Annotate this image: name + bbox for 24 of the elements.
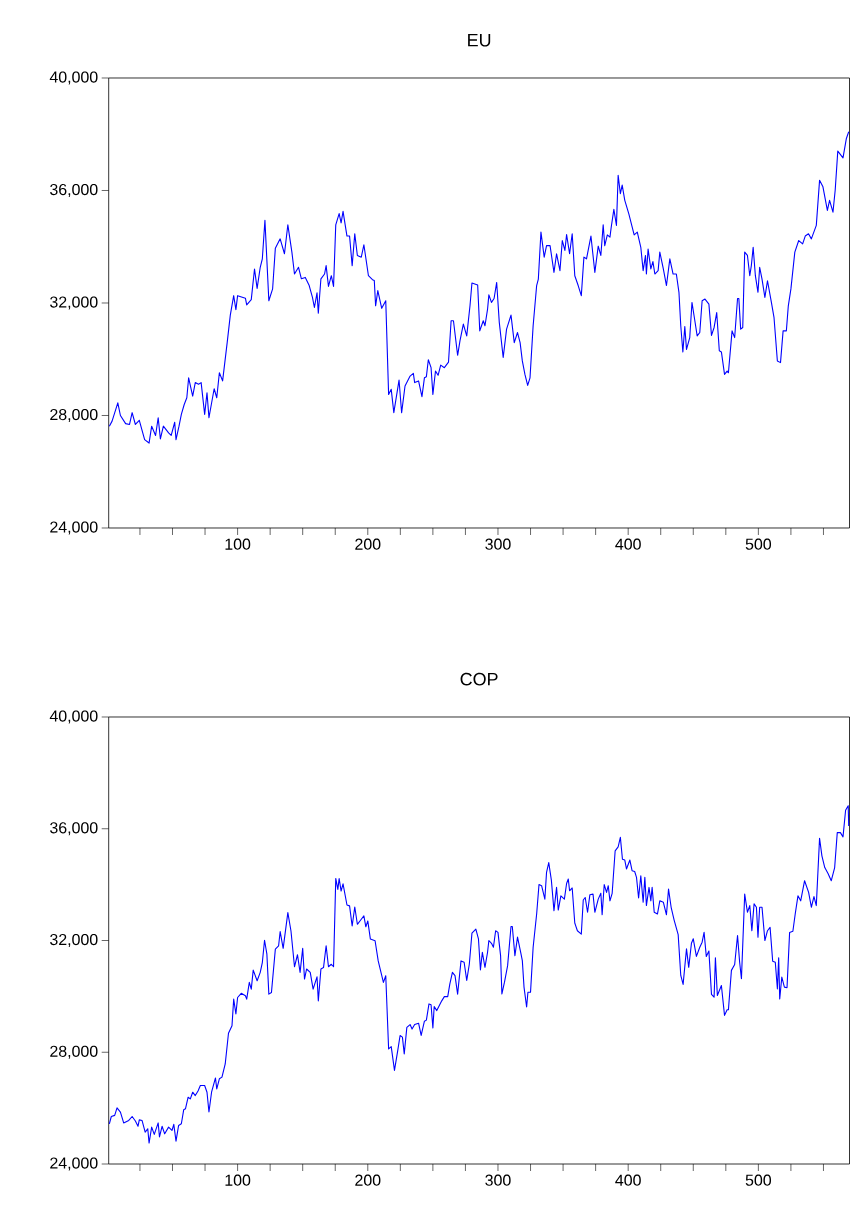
x-tick-label: 400 [615,1174,641,1186]
y-tick-label: 36,000 [50,183,98,198]
x-tick-label: 200 [355,538,381,550]
chart-title: COP [460,672,498,686]
x-tick-label: 200 [355,1174,381,1186]
y-tick-label: 40,000 [49,71,98,85]
y-tick-label: 24,000 [50,1157,98,1171]
y-tick-label: 24,000 [50,521,98,535]
x-tick-label: 300 [485,538,511,550]
y-tick-label: 28,000 [50,408,98,423]
line-series [108,805,850,1144]
y-tick-label: 40,000 [49,710,98,724]
x-tick-label: 300 [485,1174,511,1186]
x-tick-label: 500 [745,1174,772,1186]
x-tick-label: 100 [225,1174,251,1186]
y-tick-label: 28,000 [50,1045,98,1059]
y-tick-label: 36,000 [50,822,98,836]
y-tick-label: 32,000 [50,933,98,948]
x-tick-label: 100 [225,538,251,550]
y-tick-label: 32,000 [50,296,98,310]
x-tick-label: 500 [745,538,772,550]
chart-title: EU [468,33,491,47]
x-tick-label: 400 [615,538,641,550]
line-series [108,131,850,444]
